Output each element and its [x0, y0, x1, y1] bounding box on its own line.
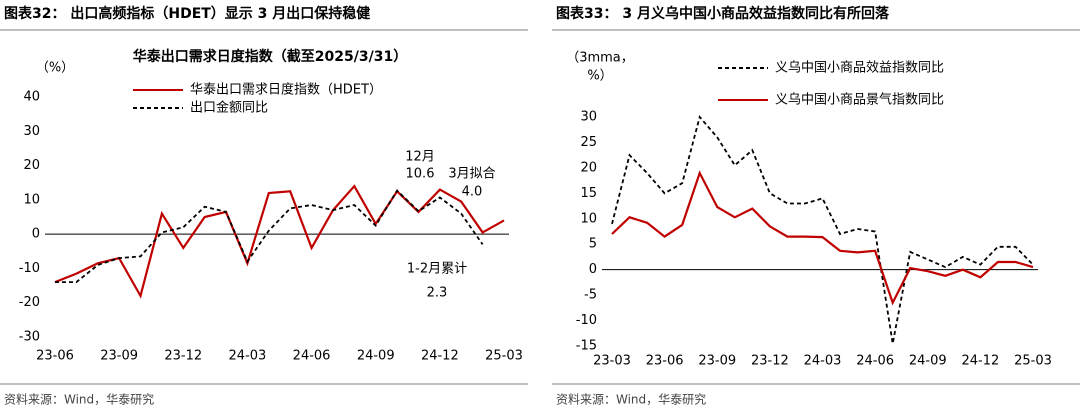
y-tick-label: 10 [23, 192, 40, 207]
y-tick-label: 30 [23, 124, 40, 139]
y-tick-label: -20 [19, 295, 40, 310]
x-tick-label: 24-03 [229, 349, 267, 364]
legend-label: 义乌中国小商品景气指数同比 [775, 92, 944, 108]
y-tick-label: 5 [589, 237, 597, 252]
x-tick-label: 24-12 [421, 349, 459, 364]
y-tick-label: -15 [576, 339, 597, 354]
y-tick-label: -10 [576, 313, 597, 328]
panel-header: 图表33： 3 月义乌中国小商品效益指数同比有所回落 [556, 5, 890, 22]
x-tick-label: 24-06 [293, 349, 331, 364]
legend-label: 华泰出口需求日度指数（HDET） [190, 82, 382, 98]
source: 资料来源：Wind，华泰研究 [4, 392, 154, 407]
series-line [611, 115, 1034, 344]
x-tick-label: 24-03 [804, 354, 842, 369]
series-line [611, 170, 1034, 306]
y-axis-label: %） [587, 69, 612, 84]
y-tick-label: 30 [580, 110, 597, 125]
panel-header: 图表32： 出口高频指标（HDET）显示 3 月出口保持稳健 [4, 5, 370, 22]
y-axis-label: （3mma， [566, 51, 634, 66]
annotation: 1-2月累计 [407, 262, 467, 277]
y-tick-label: -30 [19, 330, 40, 345]
x-tick-label: 24-09 [357, 349, 395, 364]
annotation: 3月拟合 [448, 167, 495, 182]
chart-title: 华泰出口需求日度指数（截至2025/3/31） [133, 48, 407, 65]
y-tick-label: 0 [589, 262, 597, 277]
y-tick-label: 0 [32, 227, 40, 242]
series-line [55, 189, 484, 283]
y-tick-label: -5 [584, 288, 597, 303]
y-axis-label: （%） [36, 61, 74, 76]
x-tick-label: 25-03 [1014, 354, 1052, 369]
annotation: 12月 [405, 150, 435, 165]
annotation: 10.6 [406, 167, 435, 182]
legend-label: 出口金额同比 [190, 100, 268, 116]
x-tick-label: 23-09 [698, 354, 736, 369]
x-tick-label: 24-09 [909, 354, 947, 369]
x-tick-label: 23-06 [36, 349, 74, 364]
x-tick-label: 23-09 [100, 349, 138, 364]
annotation: 4.0 [462, 185, 483, 200]
x-tick-label: 23-03 [593, 354, 631, 369]
y-tick-label: 20 [580, 160, 597, 175]
x-tick-label: 23-12 [164, 349, 202, 364]
y-tick-label: 10 [580, 211, 597, 226]
legend-label: 义乌中国小商品效益指数同比 [775, 60, 944, 76]
x-tick-label: 25-03 [485, 349, 523, 364]
series-line [54, 184, 505, 299]
annotation: 2.3 [427, 286, 448, 301]
x-tick-label: 23-12 [751, 354, 789, 369]
y-tick-label: -10 [19, 261, 40, 276]
y-tick-label: 20 [23, 158, 40, 173]
x-tick-label: 24-12 [961, 354, 999, 369]
x-tick-label: 23-06 [646, 354, 684, 369]
y-tick-label: 15 [580, 186, 597, 201]
x-tick-label: 24-06 [856, 354, 894, 369]
y-tick-label: 25 [580, 135, 597, 150]
source: 资料来源：Wind，华泰研究 [556, 392, 706, 407]
y-tick-label: 40 [23, 90, 40, 105]
